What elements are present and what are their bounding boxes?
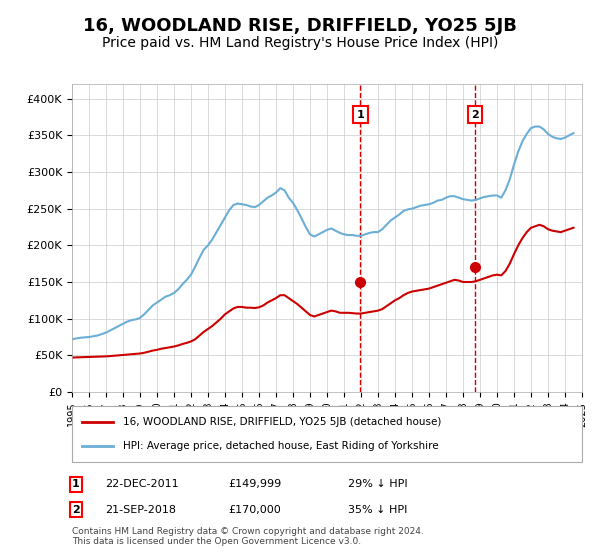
FancyBboxPatch shape: [72, 406, 582, 462]
Text: 22-DEC-2011: 22-DEC-2011: [105, 479, 179, 489]
Text: 21-SEP-2018: 21-SEP-2018: [105, 505, 176, 515]
Text: 16, WOODLAND RISE, DRIFFIELD, YO25 5JB: 16, WOODLAND RISE, DRIFFIELD, YO25 5JB: [83, 17, 517, 35]
Text: £149,999: £149,999: [228, 479, 281, 489]
Text: HPI: Average price, detached house, East Riding of Yorkshire: HPI: Average price, detached house, East…: [123, 441, 439, 451]
Text: 2: 2: [72, 505, 80, 515]
Text: Price paid vs. HM Land Registry's House Price Index (HPI): Price paid vs. HM Land Registry's House …: [102, 36, 498, 50]
Text: £170,000: £170,000: [228, 505, 281, 515]
Text: 1: 1: [72, 479, 80, 489]
Text: 1: 1: [356, 110, 364, 120]
Text: 29% ↓ HPI: 29% ↓ HPI: [348, 479, 407, 489]
Text: Contains HM Land Registry data © Crown copyright and database right 2024.
This d: Contains HM Land Registry data © Crown c…: [72, 526, 424, 546]
Text: 2: 2: [472, 110, 479, 120]
Text: 16, WOODLAND RISE, DRIFFIELD, YO25 5JB (detached house): 16, WOODLAND RISE, DRIFFIELD, YO25 5JB (…: [123, 417, 442, 427]
Text: 35% ↓ HPI: 35% ↓ HPI: [348, 505, 407, 515]
